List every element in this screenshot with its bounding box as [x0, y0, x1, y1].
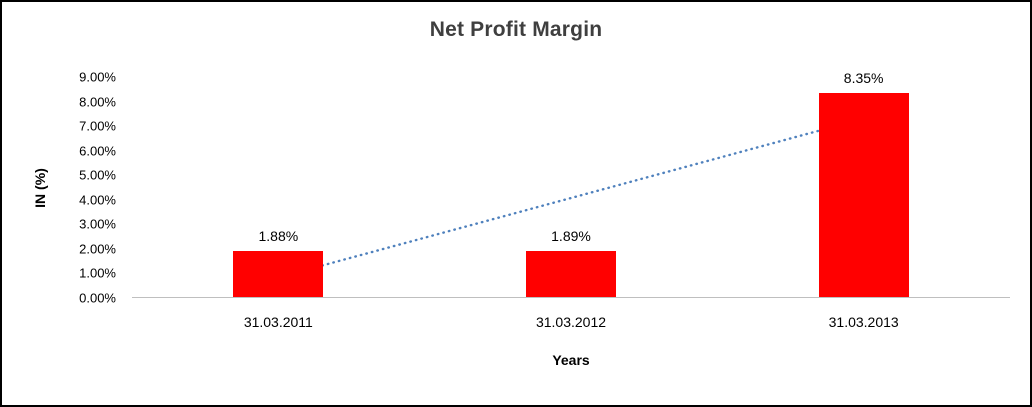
x-tick-label: 31.03.2012 — [535, 314, 607, 330]
y-tick-label: 8.00% — [79, 94, 116, 110]
y-tick-label: 3.00% — [79, 216, 116, 232]
x-tick-label: 31.03.2013 — [828, 314, 899, 330]
y-tick-label: 4.00% — [79, 192, 116, 208]
y-tick-label: 7.00% — [79, 118, 116, 134]
x-axis-tick-labels: 31.03.2011 31.03.2012 31.03.2013 — [132, 314, 1010, 334]
bar — [233, 251, 324, 297]
y-tick-label: 9.00% — [79, 69, 116, 85]
chart-title: Net Profit Margin — [429, 18, 603, 41]
y-tick-label: 1.00% — [79, 265, 116, 281]
y-tick-label: 5.00% — [79, 167, 116, 183]
bar — [818, 92, 909, 297]
x-tick-label: 31.03.2011 — [243, 314, 313, 330]
bar — [526, 250, 616, 297]
y-tick-label: 6.00% — [79, 143, 116, 159]
bar-value-label: 1.88% — [258, 228, 299, 245]
x-axis-title: Years — [552, 352, 590, 368]
y-axis-tick-labels: 0.00% 1.00% 2.00% 3.00% 4.00% 5.00% 6.00% 7.00%… — [2, 70, 124, 306]
y-tick-label: 2.00% — [79, 241, 116, 257]
y-tick-label: 0.00% — [79, 290, 116, 306]
plot-area: 1.88% 1.89% 8.35% — [132, 70, 1010, 298]
bar-value-label: 1.89% — [551, 227, 591, 244]
bar-value-label: 8.35% — [843, 69, 884, 86]
